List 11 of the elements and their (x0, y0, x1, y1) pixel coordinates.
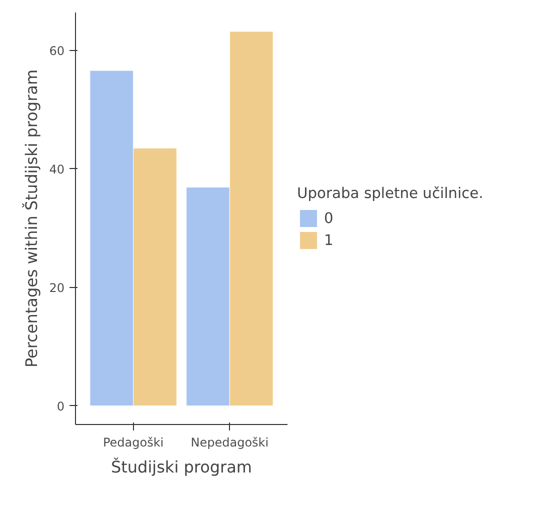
y-tick-label: 40 (49, 162, 65, 176)
x-tick-label: Nepedagoški (190, 436, 269, 450)
y-tick-label: 0 (56, 399, 65, 414)
legend-title: Uporaba spletne učilnice. (297, 185, 484, 202)
legend-label: 1 (324, 232, 334, 248)
legend-label: 0 (324, 210, 334, 226)
x-tick-label: Pedagoški (102, 436, 164, 450)
y-tick-label: 20 (49, 280, 65, 295)
y-axis-title: Percentages within Študijski program (22, 69, 42, 368)
y-tick-label: 60 (49, 44, 65, 58)
x-axis-title: Študijski program (110, 458, 252, 476)
